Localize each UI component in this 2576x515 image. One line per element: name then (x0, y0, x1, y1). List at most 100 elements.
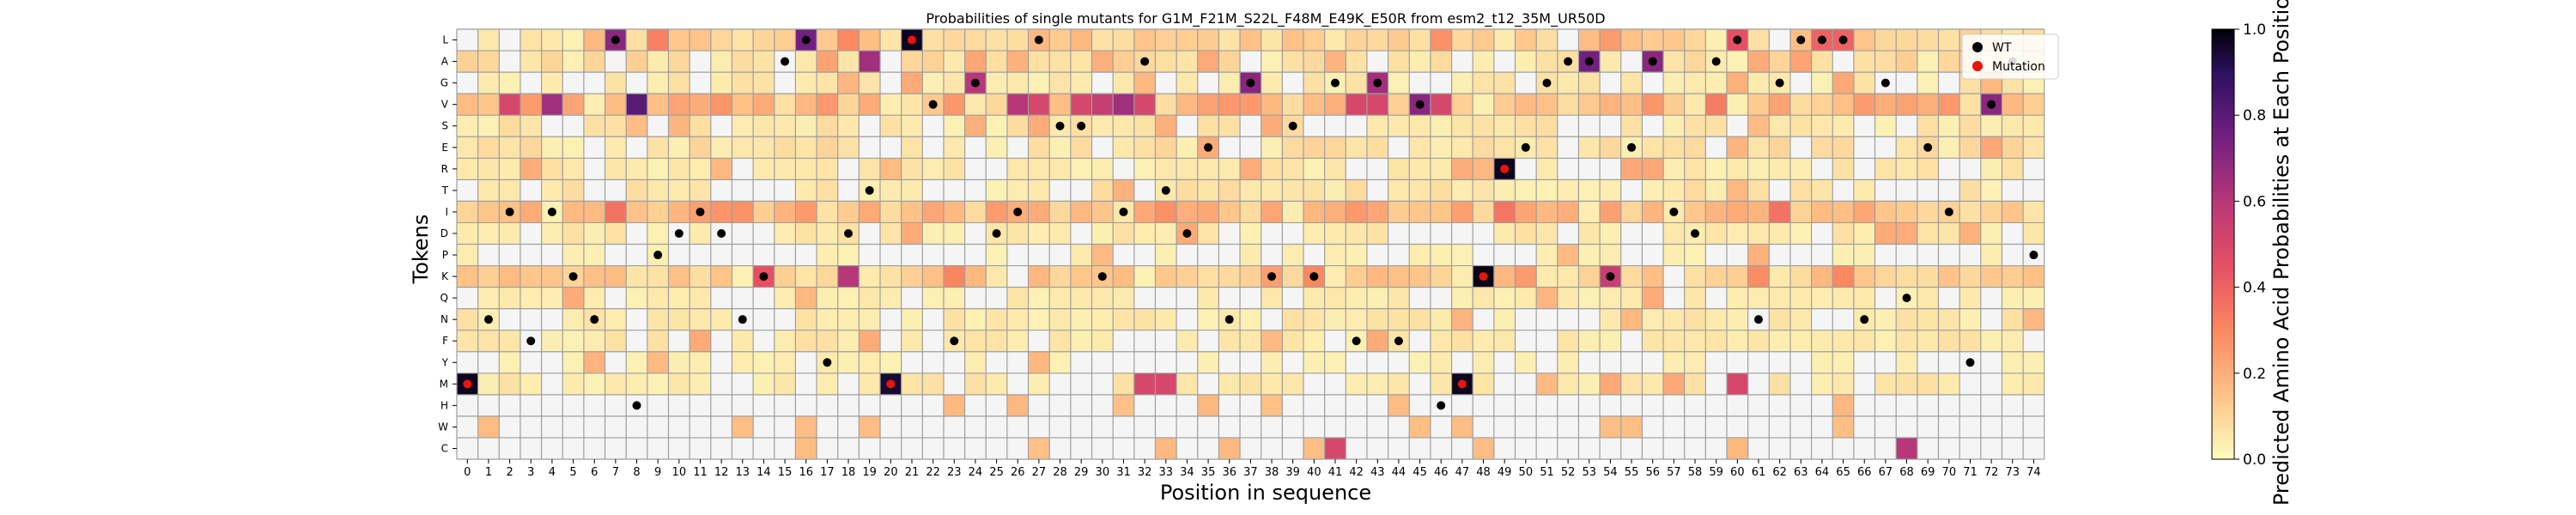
heatmap-cell (964, 308, 987, 330)
heatmap-cell (1409, 308, 1431, 330)
heatmap-cell (964, 330, 987, 352)
heatmap-cell (1853, 222, 1875, 245)
heatmap-cell (1557, 115, 1579, 137)
heatmap-cell (774, 244, 796, 266)
heatmap-cell (1240, 29, 1261, 52)
heatmap-cell (1261, 72, 1283, 94)
heatmap-cell (583, 72, 605, 94)
heatmap-cell (1620, 29, 1643, 52)
heatmap-cell (1028, 201, 1050, 223)
heatmap-cell (1980, 330, 2002, 352)
heatmap-cell (732, 136, 754, 159)
heatmap-cell (1240, 51, 1261, 73)
mutation-dot (886, 379, 896, 389)
heatmap-cell (1874, 265, 1897, 288)
heatmap-cell (1917, 115, 1939, 137)
x-tick-label: 63 (1794, 466, 1808, 479)
heatmap-cell (1070, 415, 1092, 438)
heatmap-cell (1366, 244, 1388, 266)
heatmap-cell (1620, 330, 1643, 352)
heatmap-cell (1006, 308, 1029, 330)
x-tick-label: 59 (1709, 466, 1723, 479)
heatmap-cell (499, 94, 520, 116)
heatmap-cell (1727, 308, 1748, 330)
heatmap-cell (1409, 51, 1431, 73)
heatmap-cell (1811, 394, 1833, 416)
heatmap-cell (1684, 72, 1706, 94)
heatmap-cell (1853, 29, 1875, 52)
heatmap-cell (943, 351, 965, 373)
heatmap-cell (1769, 308, 1790, 330)
heatmap-cell (1769, 330, 1790, 352)
heatmap-cell (499, 72, 520, 94)
heatmap-cell (1663, 394, 1685, 416)
heatmap-cell (817, 222, 838, 245)
colorbar-ticks: 0.00.20.40.60.81.0 (2234, 21, 2266, 469)
heatmap-cell (1451, 351, 1473, 373)
heatmap-cell (943, 201, 965, 223)
heatmap-cell (519, 351, 542, 373)
wt-dot (1309, 272, 1319, 282)
x-tick-label: 43 (1370, 466, 1385, 479)
heatmap-cell (1917, 201, 1939, 223)
heatmap-cell (690, 265, 711, 288)
heatmap-cell (1197, 308, 1219, 330)
heatmap-cell (1557, 351, 1579, 373)
heatmap-cell (1049, 51, 1071, 73)
heatmap-cell (647, 373, 669, 395)
heatmap-cell (1113, 265, 1134, 288)
heatmap-cell (1303, 72, 1325, 94)
heatmap-cell (1917, 179, 1939, 202)
heatmap-cell (647, 115, 669, 137)
heatmap-cell (1747, 373, 1770, 395)
heatmap-cell (1451, 29, 1473, 52)
heatmap-cell (943, 136, 965, 159)
heatmap-cell (1515, 179, 1537, 202)
heatmap-cell (690, 136, 711, 159)
heatmap-cell (1049, 373, 1071, 395)
x-tick-label: 72 (1984, 466, 1999, 479)
heatmap-cell (626, 308, 647, 330)
heatmap-cell (1451, 72, 1473, 94)
heatmap-cell (1473, 330, 1494, 352)
heatmap-cell (1853, 244, 1875, 266)
wt-dot (1330, 78, 1340, 88)
heatmap-cell (753, 115, 775, 137)
heatmap-cell (2002, 415, 2024, 438)
y-tick-label: K (441, 270, 449, 282)
heatmap-cell (1727, 244, 1748, 266)
heatmap-cell (1811, 351, 1833, 373)
heatmap-cell (1684, 287, 1706, 309)
heatmap-cell (1557, 158, 1579, 180)
heatmap-cell (647, 158, 669, 180)
heatmap-cell (668, 437, 690, 459)
heatmap-cell (1959, 244, 1981, 266)
heatmap-cell (583, 179, 605, 202)
y-tick-label: F (442, 335, 448, 347)
heatmap-cell (1240, 158, 1261, 180)
heatmap-cell (1324, 115, 1346, 137)
heatmap-cell (1642, 158, 1664, 180)
heatmap-cell (1049, 29, 1071, 52)
heatmap-cell (986, 158, 1007, 180)
heatmap-cell (795, 351, 817, 373)
heatmap-cell (519, 437, 542, 459)
mutation-dot (1457, 379, 1467, 389)
heatmap-cell (880, 158, 902, 180)
heatmap-cell (1451, 415, 1473, 438)
x-tick-label: 58 (1688, 466, 1703, 479)
heatmap-cell (710, 437, 732, 459)
heatmap-cell (477, 415, 500, 438)
heatmap-cell (1133, 308, 1156, 330)
heatmap-cell (710, 308, 732, 330)
heatmap-cell (1218, 222, 1241, 245)
heatmap-cell (1303, 94, 1325, 116)
heatmap-cell (1789, 115, 1812, 137)
heatmap-cell (1049, 201, 1071, 223)
heatmap-cell (2023, 94, 2044, 116)
heatmap-cell (1303, 437, 1325, 459)
heatmap-cell (1684, 265, 1706, 288)
heatmap-cell (1727, 222, 1748, 245)
heatmap-cell (1493, 265, 1516, 288)
heatmap-cell (1155, 265, 1177, 288)
